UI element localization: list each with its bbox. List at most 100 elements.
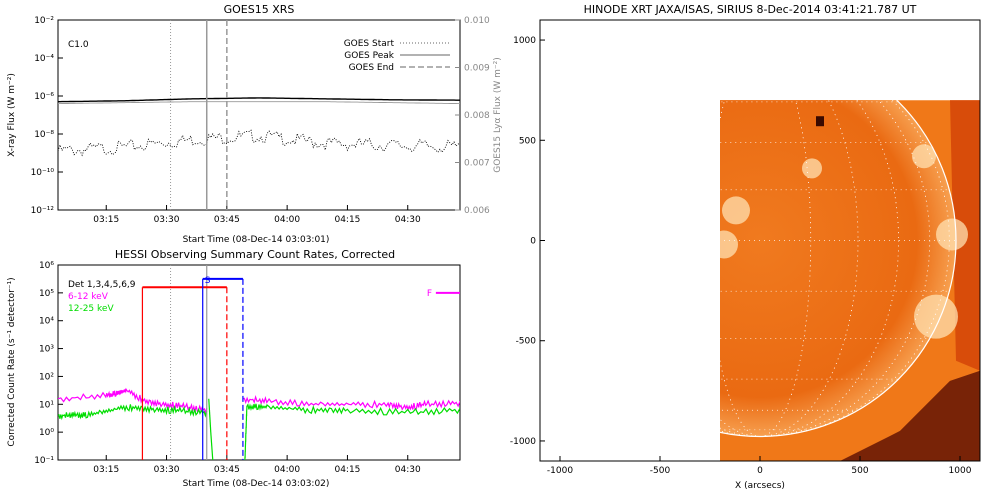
xrt-solar-disk	[720, 100, 956, 437]
xrt-dark-region	[840, 370, 980, 461]
xrt-x-tick-label: 1000	[949, 466, 972, 476]
goes-series	[58, 97, 460, 157]
xrt-bright-region	[912, 144, 936, 169]
hessi-y-tick-label: 10¹	[39, 400, 54, 410]
goes-y2-tick-label: 0.008	[464, 111, 490, 121]
goes-title: GOES15 XRS	[224, 3, 295, 16]
xrt-bright-region	[722, 196, 750, 225]
xrt-y-tick-label: 500	[519, 136, 536, 146]
hessi-y-axis: 10⁶ 10⁵ 10⁴ 10³ 10² 10¹ 10⁰ 10⁻¹	[34, 261, 63, 466]
goes-x-tick-label: 04:15	[334, 215, 360, 225]
goes-y-tick-label: 10⁻¹⁰	[31, 168, 55, 178]
xrt-bright-region	[936, 218, 968, 251]
xrt-y-tick-label: 1000	[513, 36, 536, 46]
xrt-grid-lon	[720, 100, 931, 437]
xrt-y-axis: 1000 500 0 -500 -1000	[510, 36, 545, 447]
goes-legend: GOES Start GOES Peak GOES End	[344, 39, 450, 73]
goes-y2-tick-label: 0.007	[464, 159, 490, 169]
hessi-y-tick-label: 10²	[39, 372, 54, 382]
hessi-legend: Det 1,3,4,5,6,9 6-12 keV 12-25 keV	[68, 280, 136, 314]
xrt-limb	[720, 100, 957, 438]
goes-y-tick-label: 10⁻¹²	[31, 206, 55, 216]
goes-x-axis: 03:15 03:30 03:45 04:00 04:15 04:30	[93, 205, 421, 225]
goes-y-tick-label: 10⁻⁸	[34, 130, 54, 140]
hessi-series-segment	[242, 395, 460, 412]
goes-series-lya	[58, 101, 460, 105]
goes-series-long	[58, 97, 460, 103]
hessi-series-segment	[58, 404, 208, 421]
xrt-xlabel: X (arcsecs)	[735, 481, 785, 491]
xrt-bright-region	[802, 158, 822, 179]
xrt-bright-region	[720, 230, 738, 259]
goes-ylabel: X-ray Flux (W m⁻²)	[7, 73, 17, 157]
hessi-ylabel: Corrected Count Rate (s⁻¹ detector⁻¹)	[7, 277, 17, 446]
hessi-x-tick-label: 03:30	[154, 465, 180, 475]
hessi-series-segment	[244, 402, 460, 460]
hessi-flag-label: F	[427, 289, 432, 299]
xrt-x-axis: -1000 -500 0 500 1000	[547, 456, 972, 476]
xrt-fov	[720, 100, 980, 461]
goes-y-tick-label: 10⁻²	[34, 16, 54, 26]
goes-chart: GOES15 XRS C1.0 10⁻²10⁻⁴10⁻⁶10⁻⁸10⁻¹⁰10⁻…	[7, 3, 503, 245]
hessi-legend-label: 12-25 keV	[68, 304, 114, 314]
hessi-chart: HESSI Observing Summary Count Rates, Cor…	[7, 248, 461, 489]
hessi-y-tick-label: 10⁰	[39, 428, 54, 438]
hessi-series-segment	[58, 387, 208, 416]
hessi-x-tick-label: 03:15	[93, 465, 119, 475]
hessi-x-tick-label: 04:15	[334, 465, 360, 475]
xrt-x-tick-label: -1000	[547, 466, 573, 476]
hessi-series	[58, 265, 460, 460]
goes-x-tick-label: 04:00	[274, 215, 300, 225]
xrt-dark-speck	[816, 116, 824, 127]
xrt-x-tick-label: 500	[851, 466, 868, 476]
goes-event-lines	[170, 20, 228, 210]
xrt-y-tick-label: -500	[516, 337, 537, 347]
hessi-title: HESSI Observing Summary Count Rates, Cor…	[115, 248, 395, 261]
xrt-grid-lon	[720, 100, 859, 437]
xrt-title: HINODE XRT JAXA/ISAS, SIRIUS 8-Dec-2014 …	[584, 3, 917, 16]
goes-y-tick-label: 10⁻⁴	[34, 54, 54, 64]
hessi-y-tick-label: 10⁴	[39, 317, 54, 327]
xrt-image-chart: HINODE XRT JAXA/ISAS, SIRIUS 8-Dec-2014 …	[510, 3, 981, 491]
goes-series-short	[58, 129, 460, 157]
hessi-x-tick-label: 03:45	[214, 465, 240, 475]
xrt-grid-lon	[720, 100, 950, 437]
xrt-y-tick-label: 0	[530, 237, 536, 247]
goes-y-axis: 10⁻² 10⁻⁴ 10⁻⁶ 10⁻⁸ 10⁻¹⁰ 10⁻¹²	[31, 16, 63, 216]
goes-xlabel: Start Time (08-Dec-14 03:03:01)	[183, 235, 330, 245]
hessi-x-axis: 03:15 03:30 03:45 04:00 04:15 04:30	[93, 455, 421, 475]
hessi-xlabel: Start Time (08-Dec-14 03:03:02)	[183, 479, 330, 489]
goes-y2-axis: 0.010 0.009 0.008 0.007 0.006	[455, 16, 490, 216]
goes-y2-tick-label: 0.009	[464, 64, 490, 74]
goes-x-tick-label: 03:45	[214, 215, 240, 225]
goes-ylabel2: GOES15 Lyα Flux (W m⁻²)	[493, 57, 503, 173]
xrt-y-tick-label: -1000	[510, 437, 536, 447]
goes-flare-class: C1.0	[68, 40, 89, 50]
goes-x-tick-label: 03:15	[93, 215, 119, 225]
goes-legend-label: GOES End	[349, 63, 394, 73]
hessi-flags: SF	[141, 276, 460, 460]
hessi-series-segment	[208, 398, 214, 460]
hessi-x-tick-label: 04:30	[395, 465, 421, 475]
goes-plot-frame	[57, 19, 461, 211]
hessi-y-tick-label: 10⁻¹	[34, 456, 54, 466]
goes-y-tick-label: 10⁻⁶	[34, 92, 54, 102]
goes-y2-tick-label: 0.006	[464, 206, 490, 216]
xrt-bright-region	[914, 294, 958, 339]
hessi-legend-label: Det 1,3,4,5,6,9	[68, 280, 136, 290]
goes-y2-tick-label: 0.010	[464, 16, 490, 26]
hessi-x-tick-label: 04:00	[274, 465, 300, 475]
goes-legend-label: GOES Start	[344, 39, 395, 49]
hessi-legend-label: 6-12 keV	[68, 292, 109, 302]
hessi-y-tick-label: 10⁶	[39, 261, 54, 271]
goes-x-tick-label: 04:30	[395, 215, 421, 225]
goes-legend-label: GOES Peak	[344, 51, 394, 61]
hessi-y-tick-label: 10⁵	[39, 289, 54, 299]
xrt-image	[720, 100, 980, 461]
xrt-x-tick-label: 0	[757, 466, 763, 476]
xrt-x-tick-label: -500	[650, 466, 671, 476]
hessi-plot-frame	[57, 264, 461, 461]
hessi-y-tick-label: 10³	[39, 345, 54, 355]
hessi-flag-label: S	[205, 276, 211, 286]
